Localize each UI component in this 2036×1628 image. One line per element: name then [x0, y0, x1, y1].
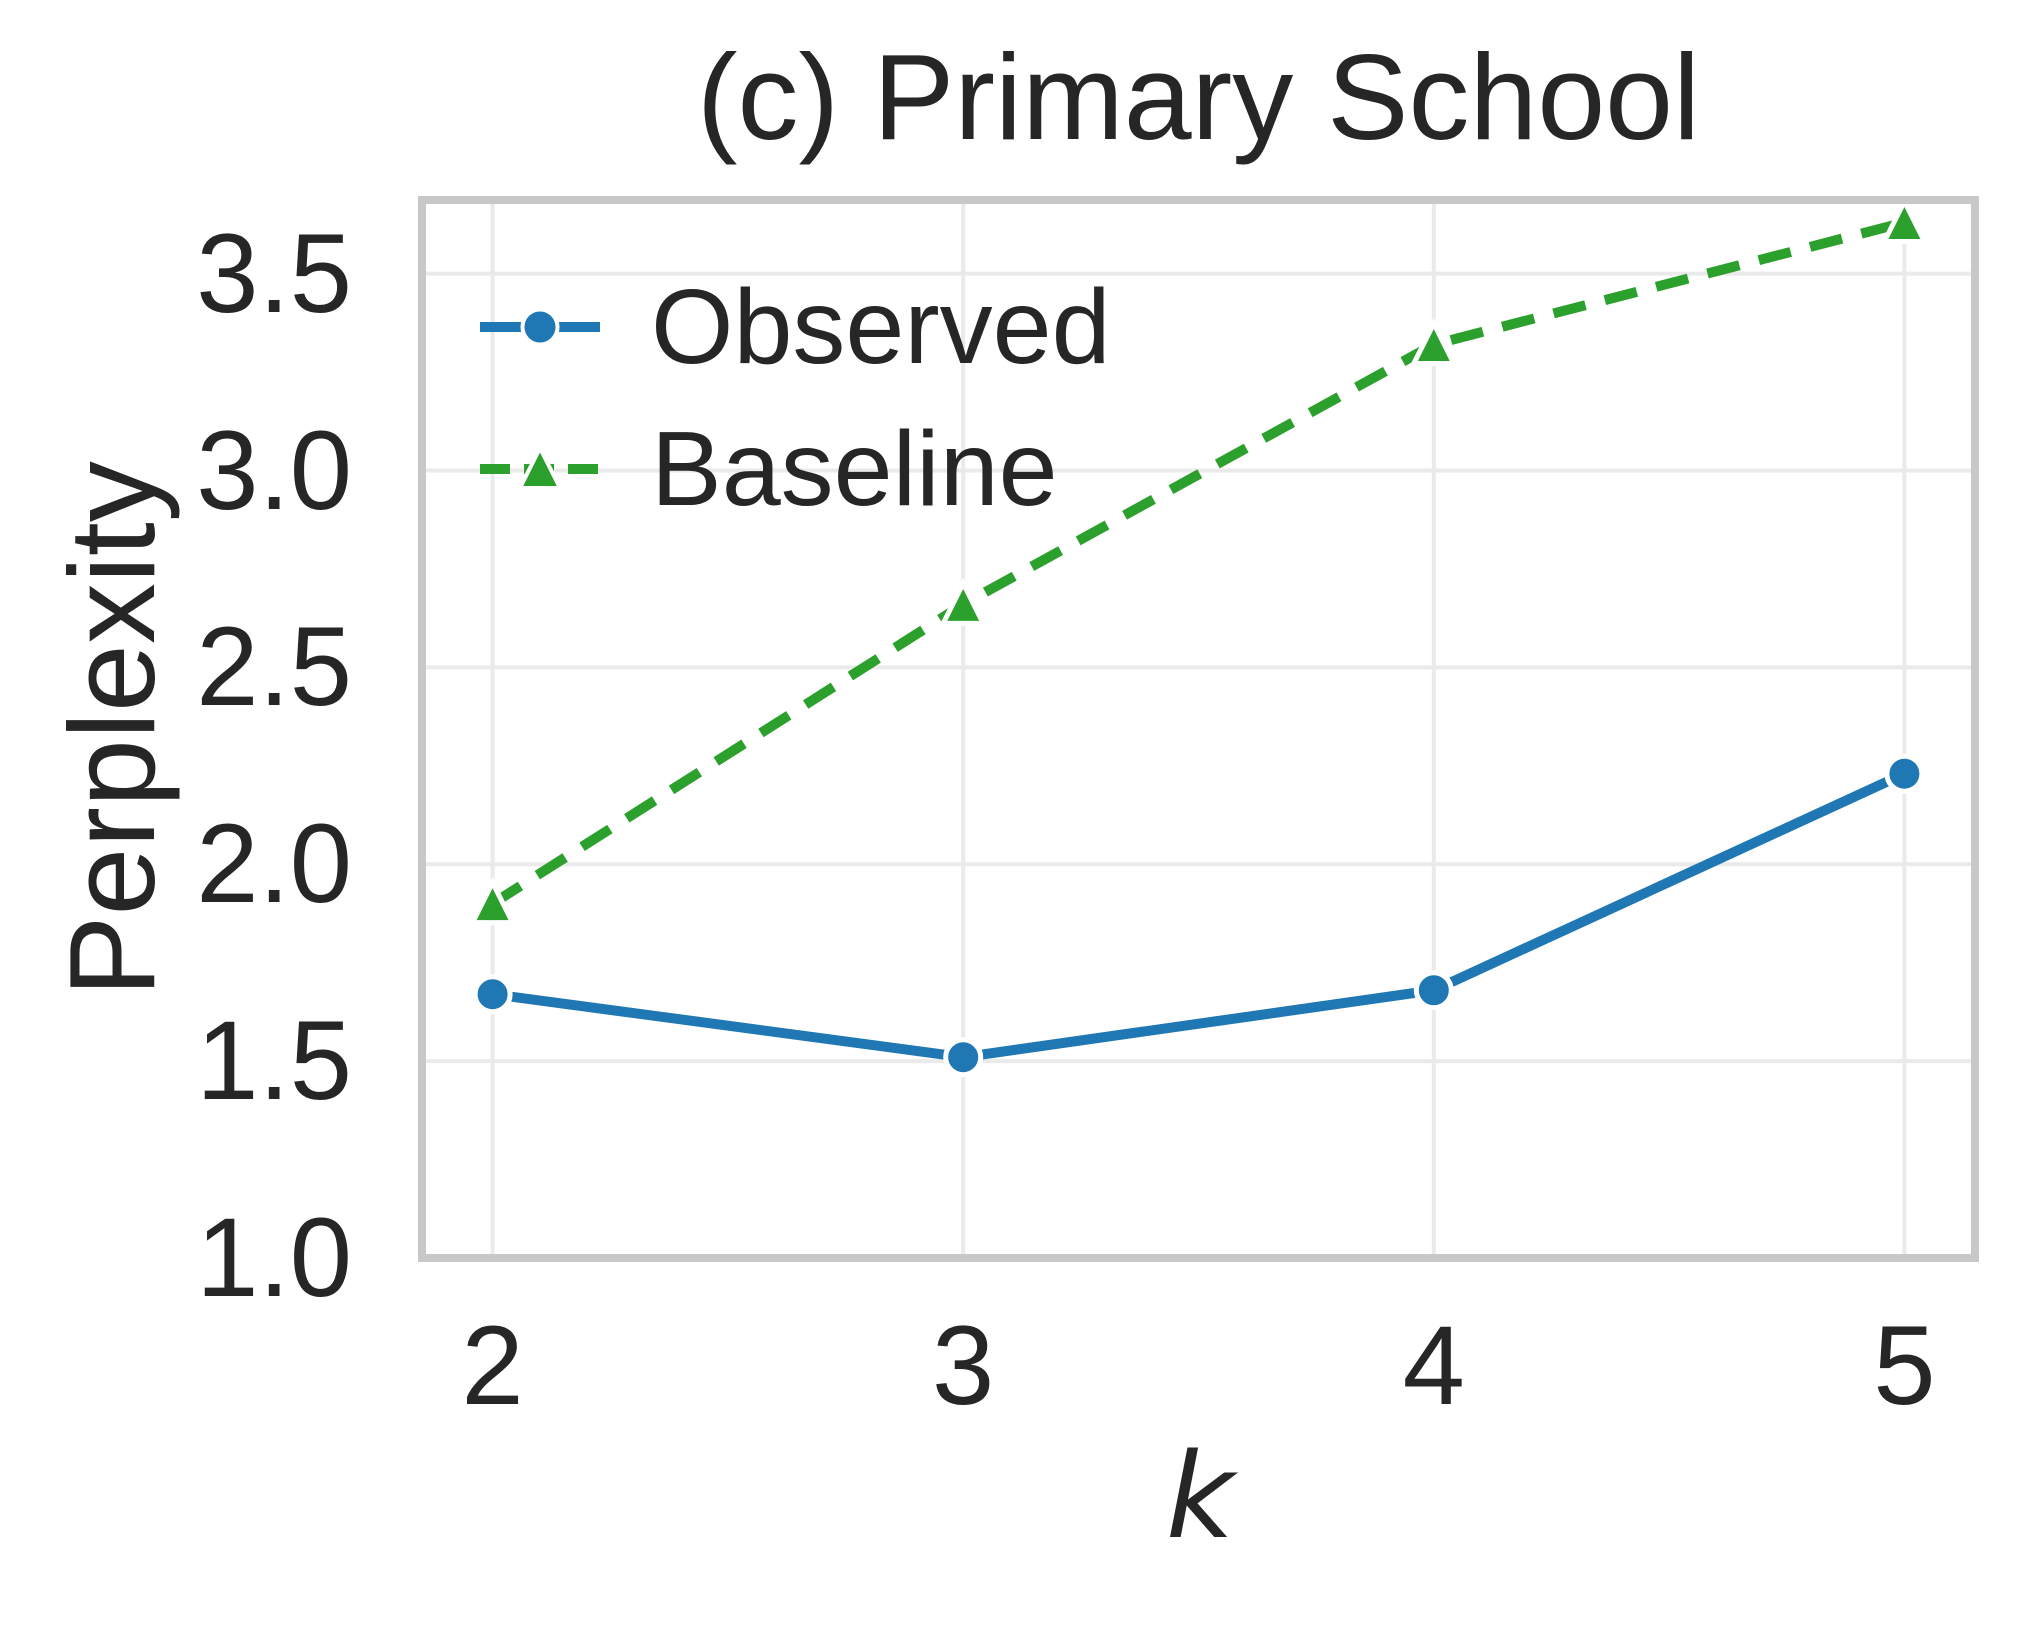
x-tick-label: 4 [1402, 1303, 1465, 1428]
observed-line-circle-icon [480, 307, 600, 347]
baseline-point-marker [1880, 195, 1929, 244]
y-tick-label: 2.0 [196, 801, 352, 927]
observed-line [491, 769, 1907, 1063]
legend-item-observed: Observed [477, 267, 1111, 387]
baseline-point-marker [1409, 317, 1458, 367]
x-tick-label: 2 [461, 1303, 524, 1428]
x-tick-label: 5 [1873, 1303, 1936, 1428]
chart-title: (c) Primary School [696, 29, 1701, 165]
observed-point-marker [943, 1037, 984, 1078]
observed-point-marker [472, 974, 513, 1015]
legend-item-baseline: Baseline [477, 409, 1058, 529]
legend-label-observed: Observed [651, 268, 1111, 386]
baseline-dashed-triangle-icon [480, 443, 600, 490]
x-axis-label: k [1165, 1427, 1235, 1565]
baseline-line [489, 217, 1906, 908]
y-tick-label: 3.5 [196, 210, 352, 336]
y-tick-label: 3.0 [196, 407, 352, 533]
x-tick-label: 3 [932, 1303, 995, 1428]
y-tick-label: 1.5 [196, 998, 352, 1124]
observed-point-marker [1884, 753, 1925, 794]
baseline-point-marker [468, 877, 517, 926]
legend-label-baseline: Baseline [651, 410, 1058, 528]
observed-point-marker [1413, 970, 1454, 1011]
baseline-point-marker [939, 577, 988, 626]
y-tick-label: 1.0 [196, 1195, 352, 1320]
y-tick-label: 2.5 [196, 604, 352, 730]
plot-border [418, 196, 1979, 1262]
